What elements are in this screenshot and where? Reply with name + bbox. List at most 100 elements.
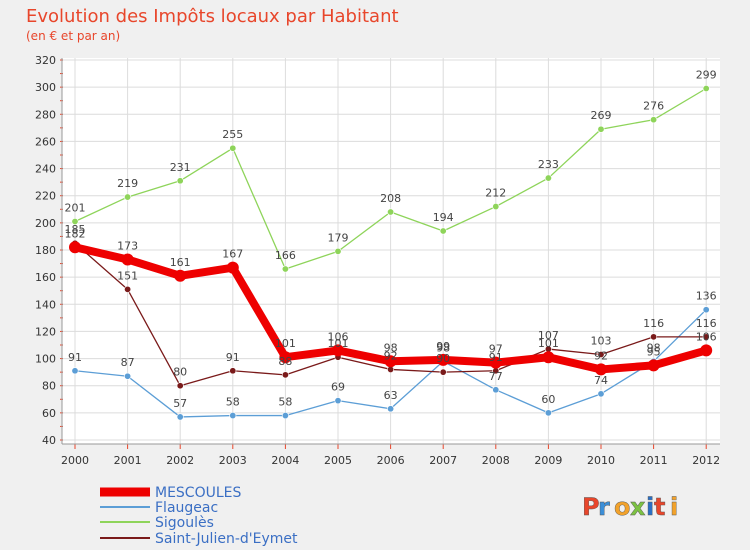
logo-letter: x (630, 493, 646, 521)
y-tick-label: 260 (35, 135, 56, 148)
data-label: 91 (226, 351, 240, 364)
data-label: 60 (541, 393, 555, 406)
data-point (71, 367, 79, 375)
data-label: 63 (384, 389, 398, 402)
y-tick-label: 140 (35, 298, 56, 311)
x-tick-label: 2001 (114, 454, 142, 467)
data-label: 276 (643, 100, 664, 113)
data-point (544, 174, 552, 182)
data-label: 99 (436, 340, 450, 353)
data-label: 194 (433, 211, 454, 224)
data-point (387, 405, 395, 413)
data-label: 58 (226, 396, 240, 409)
data-point (281, 412, 289, 420)
data-label: 233 (538, 158, 559, 171)
data-label: 179 (328, 231, 349, 244)
data-point (281, 371, 289, 379)
x-tick-label: 2000 (61, 454, 89, 467)
data-label: 58 (278, 396, 292, 409)
data-label: 269 (591, 109, 612, 122)
data-label: 97 (489, 343, 503, 356)
x-tick-label: 2007 (429, 454, 457, 467)
data-point (176, 177, 184, 185)
y-tick-label: 180 (35, 244, 56, 257)
legend-label: MESCOULES (155, 485, 241, 501)
series-group (69, 85, 713, 421)
data-label: 136 (696, 290, 717, 303)
data-point (700, 344, 713, 357)
data-point (439, 368, 447, 376)
data-label: 91 (68, 351, 82, 364)
y-tick-label: 300 (35, 81, 56, 94)
y-tick-label: 120 (35, 325, 56, 338)
y-tick-label: 80 (42, 380, 56, 393)
data-point (334, 247, 342, 255)
data-point (229, 412, 237, 420)
chart-title: Evolution des Impôts locaux par Habitant (26, 6, 399, 27)
x-tick-label: 2010 (587, 454, 615, 467)
data-point (492, 386, 500, 394)
data-point (71, 218, 79, 226)
data-point (595, 363, 607, 376)
data-point (69, 241, 81, 254)
legend: MESCOULESFlaugeacSigoulèsSaint-Julien-d'… (100, 485, 298, 547)
x-tick-label: 2004 (271, 454, 299, 467)
data-label: 74 (594, 374, 608, 387)
x-tick-label: 2005 (324, 454, 352, 467)
logo-letter: P (582, 493, 600, 521)
data-point (124, 193, 132, 201)
data-label: 182 (65, 227, 86, 240)
data-label: 98 (647, 341, 661, 354)
data-label: 90 (436, 352, 450, 365)
logo-letter: t (654, 493, 665, 521)
x-tick-label: 2012 (692, 454, 720, 467)
x-tick-label: 2003 (219, 454, 247, 467)
data-label: 80 (173, 366, 187, 379)
data-point (387, 208, 395, 216)
data-point (332, 344, 344, 357)
data-point (384, 355, 397, 368)
logo-letter: i (646, 493, 654, 521)
data-label: 95 (647, 345, 661, 358)
data-point (226, 261, 239, 274)
chart-subtitle: (en € et par an) (26, 29, 120, 43)
data-point (650, 333, 658, 341)
x-tick-label: 2002 (166, 454, 194, 467)
data-label: 106 (696, 330, 717, 343)
data-point (650, 116, 658, 124)
data-label: 161 (170, 256, 191, 269)
legend-label: Flaugeac (155, 500, 218, 516)
data-point (597, 350, 605, 358)
x-tick-label: 2008 (482, 454, 510, 467)
data-label: 116 (696, 317, 717, 330)
data-label: 101 (538, 337, 559, 350)
y-tick-label: 40 (42, 434, 56, 447)
data-label: 101 (275, 337, 296, 350)
data-label: 167 (222, 248, 243, 261)
proxiti-logo: Pr o x i t i (582, 493, 679, 521)
y-tick-label: 240 (35, 163, 56, 176)
data-label: 231 (170, 161, 191, 174)
data-point (489, 356, 502, 369)
y-tick-label: 220 (35, 190, 56, 203)
data-point (124, 285, 132, 293)
y-tick-label: 100 (35, 353, 56, 366)
data-point (702, 306, 710, 314)
y-tick-label: 160 (35, 271, 56, 284)
data-label: 173 (117, 240, 138, 253)
x-tick-label: 2006 (377, 454, 405, 467)
logo-letter: o (614, 493, 631, 521)
data-point (334, 397, 342, 405)
data-point (492, 203, 500, 211)
data-point (544, 409, 552, 417)
legend-label: Saint-Julien-d'Eymet (155, 531, 298, 547)
data-label: 116 (643, 317, 664, 330)
data-point (121, 253, 134, 266)
data-point (176, 413, 184, 421)
data-point (124, 372, 132, 380)
y-tick-label: 200 (35, 217, 56, 230)
data-label: 101 (328, 337, 349, 350)
data-label: 98 (436, 341, 450, 354)
